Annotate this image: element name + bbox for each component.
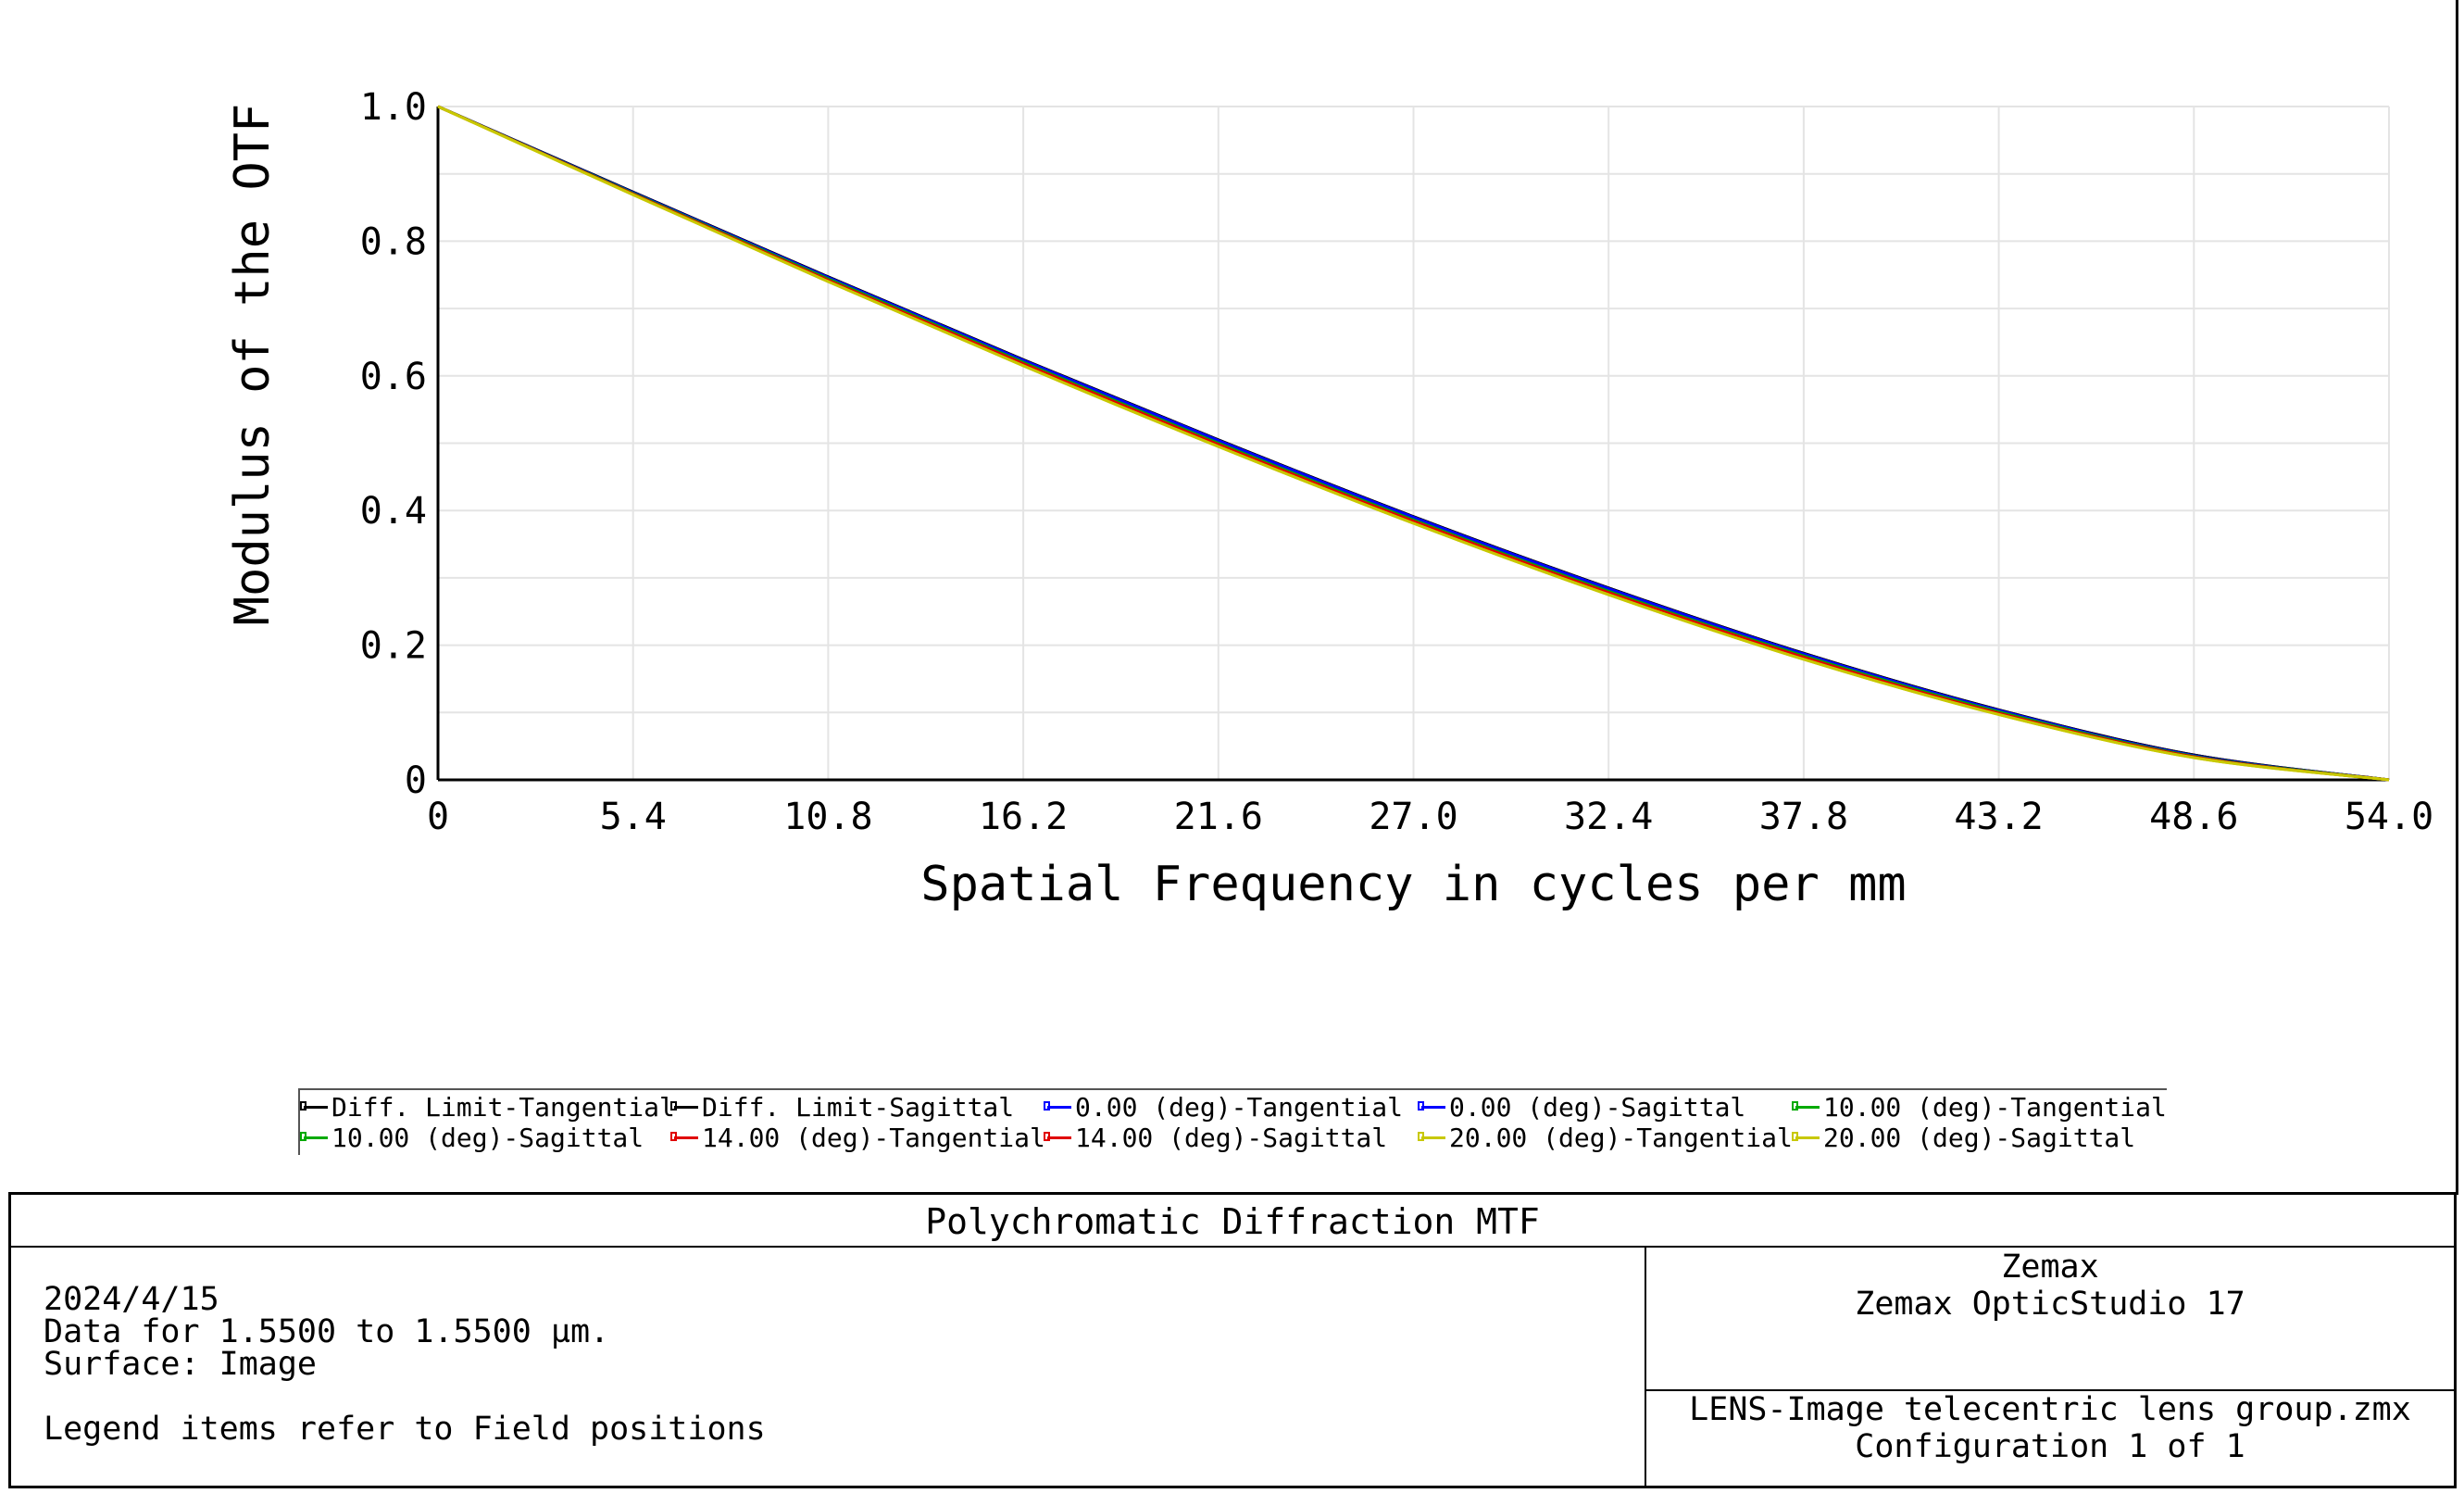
legend-label: Diff. Limit-Tangential (331, 1091, 675, 1123)
legend-item: Diff. Limit-Sagittal (670, 1091, 1015, 1123)
legend-label: 10.00 (deg)-Sagittal (331, 1122, 644, 1153)
x-tick-label: 37.8 (1759, 796, 1848, 838)
legend-label: 14.00 (deg)-Tangential (702, 1122, 1045, 1153)
footer-company-panel: Zemax Zemax OpticStudio 17 (1646, 1246, 2454, 1391)
y-tick-label: 0.2 (360, 625, 427, 668)
legend-swatch (1418, 1131, 1445, 1141)
y-tick-label: 0 (405, 759, 427, 802)
legend-item: 0.00 (deg)-Sagittal (1418, 1091, 1746, 1123)
y-tick-label: 0.8 (360, 220, 427, 263)
legend-swatch (1792, 1100, 1820, 1111)
x-tick-label: 54.0 (2345, 796, 2433, 838)
x-tick-label: 27.0 (1369, 796, 1457, 838)
legend-label: 20.00 (deg)-Sagittal (1823, 1122, 2136, 1153)
x-tick-label: 10.8 (783, 796, 872, 838)
legend-item: Diff. Limit-Tangential (300, 1091, 675, 1123)
legend-swatch (670, 1131, 698, 1141)
series-line-9 (437, 105, 2390, 782)
x-tick-label: 16.2 (979, 796, 1068, 838)
legend-label: 20.00 (deg)-Tangential (1449, 1122, 1793, 1153)
axes (436, 107, 2389, 782)
legend-swatch (1044, 1100, 1071, 1111)
data-range-text: Data for 1.5500 to 1.5500 µm. (44, 1313, 610, 1350)
y-tick-label: 1.0 (360, 86, 427, 129)
grid (437, 106, 2390, 780)
x-tick-label: 5.4 (600, 796, 667, 838)
legend-swatch (670, 1100, 698, 1111)
plot-title: Polychromatic Diffraction MTF (11, 1195, 2454, 1248)
footer-info-panel: 2024/4/15 Data for 1.5500 to 1.5500 µm. … (11, 1246, 1646, 1486)
y-axis-title: Modulus of the OTF (225, 104, 281, 626)
mtf-chart: 0 5.4 10.8 16.2 21.6 27.0 32.4 37.8 43.2 48.6 54.0… (225, 86, 2433, 912)
tick-labels: 0 5.4 10.8 16.2 21.6 27.0 32.4 37.8 43.2 48.6 54.0… (360, 86, 2433, 838)
legend-item: 0.00 (deg)-Tangential (1044, 1091, 1404, 1123)
legend-item: 10.00 (deg)-Tangential (1792, 1091, 2167, 1123)
legend-label: 0.00 (deg)-Tangential (1075, 1091, 1404, 1123)
legend-label: 14.00 (deg)-Sagittal (1075, 1122, 1388, 1153)
date-text: 2024/4/15 (44, 1281, 219, 1318)
x-tick-label: 0 (427, 796, 449, 838)
legend: Diff. Limit-Tangential Diff. Limit-Sagitt… (298, 1088, 2167, 1155)
x-tick-label: 32.4 (1564, 796, 1653, 838)
x-tick-label: 48.6 (2149, 796, 2238, 838)
x-tick-label: 21.6 (1174, 796, 1263, 838)
legend-swatch (300, 1131, 328, 1141)
x-axis-title: Spatial Frequency in cycles per mm (920, 857, 1906, 912)
x-tick-label: 43.2 (1954, 796, 2043, 838)
y-tick-label: 0.6 (360, 356, 427, 398)
info-footer: Polychromatic Diffraction MTF 2024/4/15 … (8, 1192, 2457, 1488)
legend-swatch (1792, 1131, 1820, 1141)
file-name-text: LENS-Image telecentric lens group.zmx (1689, 1391, 2411, 1428)
legend-item: 14.00 (deg)-Sagittal (1044, 1122, 1388, 1153)
legend-note-text: Legend items refer to Field positions (44, 1411, 766, 1448)
frame-edge (2456, 0, 2458, 1195)
configuration-text: Configuration 1 of 1 (1855, 1428, 2245, 1465)
series-lines (437, 105, 2390, 782)
legend-swatch (1418, 1100, 1445, 1111)
legend-label: 10.00 (deg)-Tangential (1823, 1091, 2167, 1123)
legend-item: 14.00 (deg)-Tangential (670, 1122, 1045, 1153)
legend-item: 20.00 (deg)-Sagittal (1792, 1122, 2136, 1153)
legend-item: 20.00 (deg)-Tangential (1418, 1122, 1793, 1153)
product-text: Zemax OpticStudio 17 (1855, 1286, 2245, 1323)
legend-label: Diff. Limit-Sagittal (702, 1091, 1015, 1123)
legend-item: 10.00 (deg)-Sagittal (300, 1122, 644, 1153)
footer-file-panel: LENS-Image telecentric lens group.zmx Co… (1646, 1391, 2454, 1486)
legend-swatch (300, 1100, 328, 1111)
surface-text: Surface: Image (44, 1346, 318, 1383)
legend-label: 0.00 (deg)-Sagittal (1449, 1091, 1746, 1123)
legend-swatch (1044, 1131, 1071, 1141)
y-tick-label: 0.4 (360, 490, 427, 533)
company-text: Zemax (2001, 1249, 2099, 1286)
